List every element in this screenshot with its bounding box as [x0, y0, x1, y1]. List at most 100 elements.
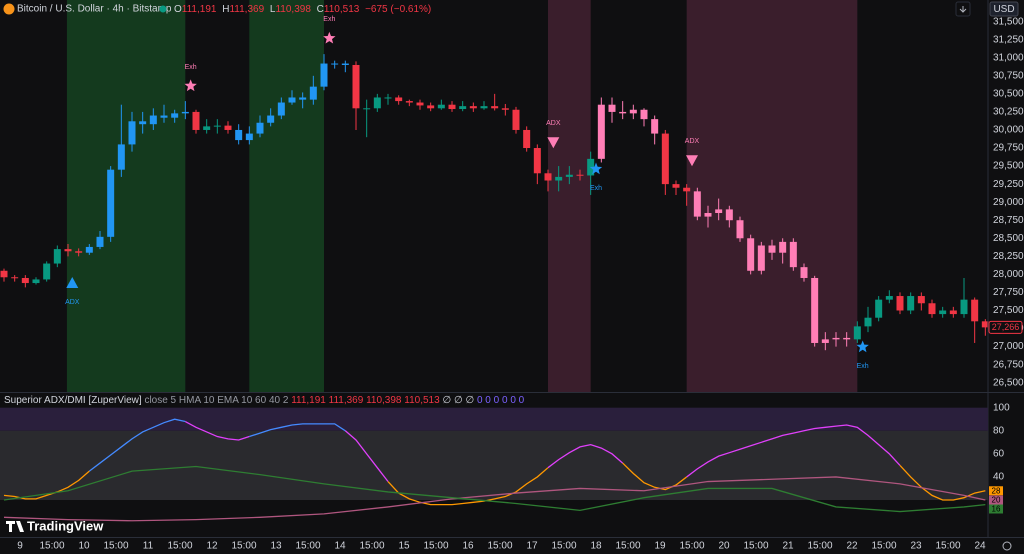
- x-tick-label: 14: [334, 541, 346, 552]
- indicator-line: [387, 467, 549, 506]
- legend-key: L: [270, 4, 276, 15]
- status-dot: [159, 5, 167, 13]
- y-tick-label: 31,500: [993, 16, 1024, 27]
- x-tick-label: 15:00: [295, 541, 320, 552]
- x-tick-label: 15:00: [935, 541, 960, 552]
- x-tick-label: 17: [526, 541, 538, 552]
- candle-body: [928, 303, 936, 315]
- indicator-name: Superior ADX/DMI [ZuperView]: [4, 395, 142, 406]
- legend-key: C: [317, 4, 324, 15]
- y-tick-label: 100: [993, 402, 1010, 413]
- x-tick-label: 15:00: [807, 541, 832, 552]
- y-tick-label: 80: [993, 425, 1005, 436]
- signal-marker: [66, 277, 79, 289]
- candle-body: [576, 174, 584, 176]
- candle-body: [117, 144, 125, 170]
- x-tick-label: 9: [17, 541, 23, 552]
- x-tick-label: 15:00: [231, 541, 256, 552]
- currency-label: USD: [993, 4, 1014, 15]
- indicator-line: [88, 418, 186, 472]
- candle-body: [469, 106, 477, 109]
- currency-button[interactable]: [989, 1, 1019, 17]
- candle-body: [619, 111, 627, 114]
- y-tick-label: 30,000: [993, 125, 1024, 136]
- y-tick-label: 31,000: [993, 52, 1024, 63]
- candle-body: [171, 113, 179, 118]
- ohlc-legend: O111,191 H111,369 L110,398 C110,513 −675…: [174, 4, 431, 15]
- candle-body: [192, 111, 200, 130]
- indicator-line: [686, 424, 901, 478]
- signal-marker: [686, 155, 698, 167]
- settings-icon[interactable]: [1002, 541, 1012, 551]
- y-tick-label: 28,500: [993, 233, 1024, 244]
- candle-body: [704, 213, 712, 217]
- x-tick-label: 15:00: [871, 541, 896, 552]
- candle-body: [405, 101, 413, 103]
- indicator-line: [547, 443, 624, 469]
- x-tick-label: 21: [782, 541, 794, 552]
- candle-body: [43, 263, 51, 280]
- y-tick-label: 29,250: [993, 179, 1024, 190]
- candle-body: [75, 251, 83, 253]
- value-tag-label: 28: [992, 486, 1001, 495]
- scroll-icon: [959, 6, 967, 13]
- signal-label: Exh: [857, 363, 869, 370]
- candle-body: [917, 296, 925, 304]
- x-tick-label: 15:00: [423, 541, 448, 552]
- candle-body: [384, 97, 392, 99]
- candle-body: [480, 106, 488, 109]
- legend-value: 110,398: [275, 4, 311, 15]
- candle-body: [395, 97, 403, 102]
- x-tick-label: 15:00: [487, 541, 512, 552]
- candle-body: [427, 105, 435, 109]
- candle-body: [53, 249, 61, 264]
- candle-body: [949, 310, 957, 315]
- x-tick-label: 15: [398, 541, 410, 552]
- candle-body: [843, 337, 851, 340]
- candle-body: [779, 241, 787, 253]
- candle-body: [331, 63, 339, 65]
- candle-body: [757, 245, 765, 271]
- candle-body: [853, 326, 861, 340]
- brand-logo: [6, 521, 24, 532]
- symbol-icon: [3, 3, 15, 15]
- symbol-title[interactable]: Bitcoin / U.S. Dollar · 4h · Bitstamp: [17, 4, 172, 15]
- candle-body: [448, 104, 456, 110]
- candle-body: [267, 115, 275, 123]
- indicator-nulls: ∅ ∅ ∅: [442, 395, 474, 406]
- level-band: [0, 407, 988, 431]
- candle-body: [245, 133, 253, 141]
- candle-body: [21, 277, 29, 284]
- candle-body: [939, 310, 947, 315]
- candle-body: [533, 148, 541, 174]
- x-tick-label: 15:00: [103, 541, 128, 552]
- indicator-legend[interactable]: Superior ADX/DMI [ZuperView] close 5 HMA…: [4, 395, 525, 406]
- y-tick-label: 29,000: [993, 197, 1024, 208]
- candle-body: [501, 108, 509, 110]
- signal-label: Exh: [185, 64, 197, 71]
- x-tick-label: 15:00: [359, 541, 384, 552]
- candle-body: [960, 299, 968, 315]
- indicator-line: [3, 465, 986, 513]
- signal-marker: [323, 31, 336, 44]
- x-tick-label: 16: [462, 541, 474, 552]
- candle-body: [971, 299, 979, 322]
- y-tick-label: 30,250: [993, 107, 1024, 118]
- y-tick-label: 28,750: [993, 215, 1024, 226]
- candle-body: [565, 174, 573, 177]
- value-tag-label: 16: [992, 505, 1001, 514]
- scroll-button[interactable]: [955, 1, 971, 17]
- candle-body: [107, 169, 115, 237]
- y-tick-label: 26,500: [993, 377, 1024, 388]
- y-tick-label: 30,750: [993, 70, 1024, 81]
- legend-change: −675 (−0.61%): [365, 4, 431, 15]
- legend-value: 110,513: [324, 4, 360, 15]
- candle-body: [896, 296, 904, 311]
- signal-label: ADX: [65, 299, 80, 306]
- candle-body: [651, 119, 659, 134]
- x-tick-label: 13: [270, 541, 282, 552]
- candle-body: [597, 104, 605, 159]
- y-tick-label: 26,750: [993, 359, 1024, 370]
- candle-body: [491, 106, 499, 109]
- legend-value: 111,191: [182, 4, 217, 15]
